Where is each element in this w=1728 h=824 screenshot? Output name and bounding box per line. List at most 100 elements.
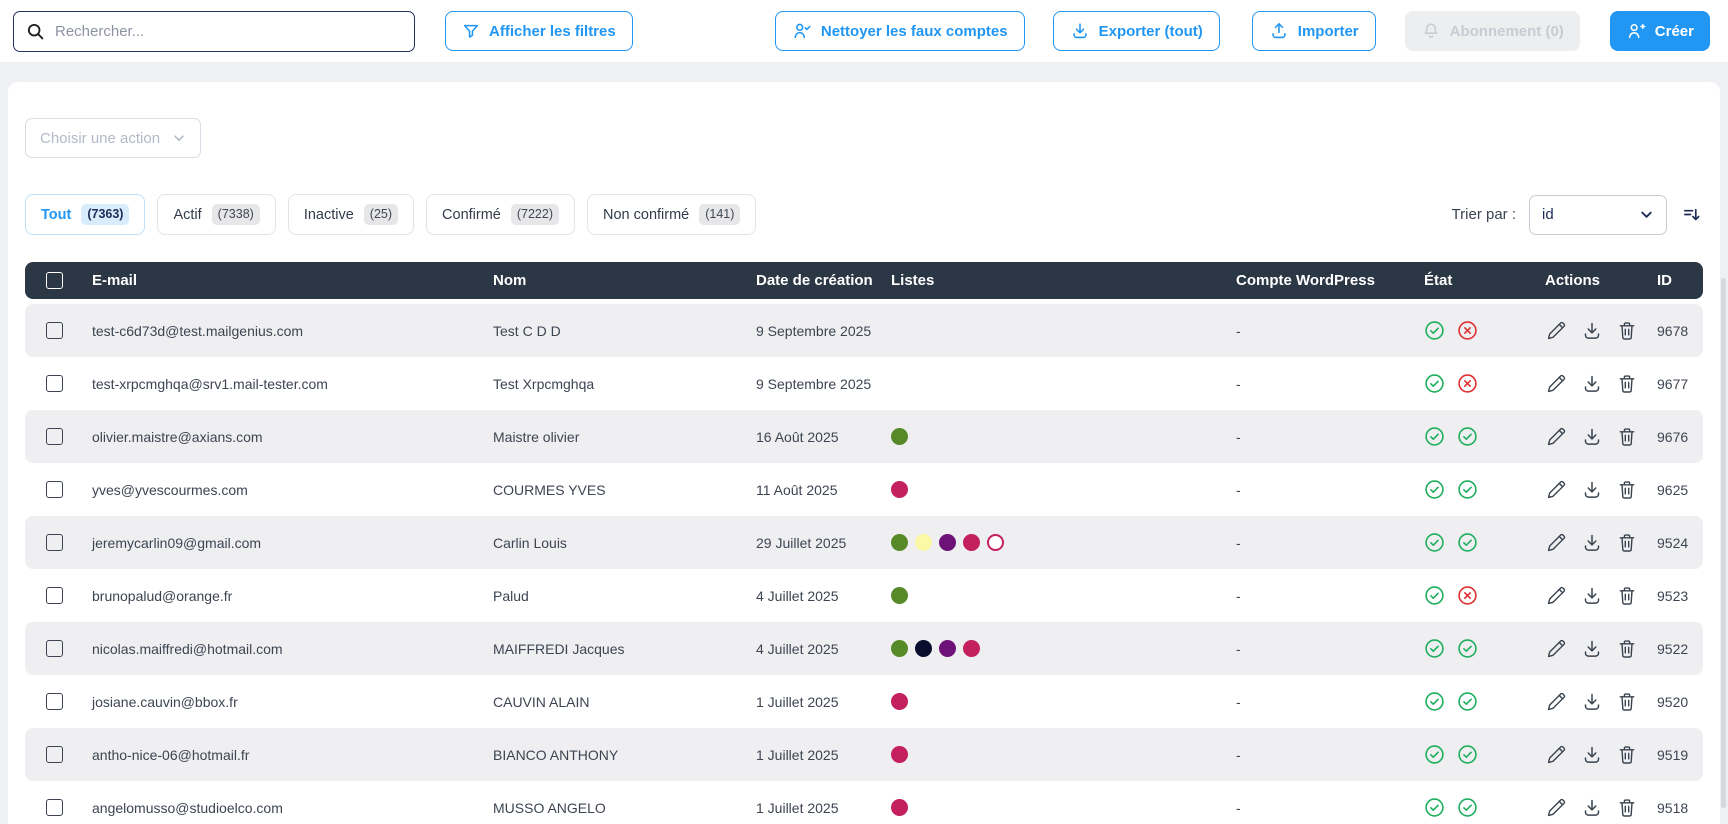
tab-label: Tout xyxy=(41,206,72,223)
download-button[interactable] xyxy=(1581,320,1603,342)
row-checkbox[interactable] xyxy=(45,746,63,763)
edit-icon xyxy=(1547,427,1566,446)
search-input[interactable] xyxy=(55,22,402,40)
sort-label: Trier par : xyxy=(1451,206,1516,223)
email-cell: brunopalud@orange.fr xyxy=(92,587,233,604)
delete-button[interactable] xyxy=(1616,373,1638,395)
email-cell: nicolas.maiffredi@hotmail.com xyxy=(92,640,283,657)
sort-direction-button[interactable] xyxy=(1680,203,1703,226)
status-check-icon xyxy=(1458,745,1477,764)
download-button[interactable] xyxy=(1581,585,1603,607)
status-check-icon xyxy=(1458,427,1477,446)
delete-button[interactable] xyxy=(1616,797,1638,819)
search-box[interactable] xyxy=(13,10,415,52)
delete-button[interactable] xyxy=(1616,744,1638,766)
edit-button[interactable] xyxy=(1545,478,1568,501)
actions-cell xyxy=(1545,637,1657,660)
download-button[interactable] xyxy=(1581,691,1603,713)
status-check-icon xyxy=(1425,745,1444,764)
download-button[interactable] xyxy=(1581,426,1603,448)
delete-button[interactable] xyxy=(1616,320,1638,342)
trash-icon xyxy=(1619,427,1635,446)
date-cell: 1 Juillet 2025 xyxy=(756,693,839,710)
row-checkbox[interactable] xyxy=(45,640,63,657)
row-checkbox[interactable] xyxy=(45,375,63,392)
state-cell xyxy=(1424,585,1545,606)
edit-button[interactable] xyxy=(1545,584,1568,607)
header-actions: Actions xyxy=(1545,272,1601,289)
download-button[interactable] xyxy=(1581,373,1603,395)
row-checkbox[interactable] xyxy=(45,481,63,498)
filter-tab-confirmé[interactable]: Confirmé (7222) xyxy=(426,194,575,235)
edit-button[interactable] xyxy=(1545,796,1568,819)
select-all-checkbox[interactable] xyxy=(45,272,63,289)
edit-button[interactable] xyxy=(1545,425,1568,448)
email-cell: antho-nice-06@hotmail.fr xyxy=(92,746,250,763)
filter-tab-tout[interactable]: Tout (7363) xyxy=(25,194,146,235)
table-body: test-c6d73d@test.mailgenius.com Test C D … xyxy=(25,304,1703,824)
status-check-icon xyxy=(1425,480,1444,499)
id-cell: 9518 xyxy=(1657,799,1689,816)
delete-button[interactable] xyxy=(1616,532,1638,554)
list-dot-outline xyxy=(987,534,1004,551)
show-filters-button[interactable]: Afficher les filtres xyxy=(445,11,633,51)
download-button[interactable] xyxy=(1581,479,1603,501)
row-checkbox[interactable] xyxy=(45,799,63,816)
lists-cell xyxy=(891,587,1236,604)
vertical-scrollbar[interactable] xyxy=(1721,278,1726,808)
wordpress-cell: - xyxy=(1236,322,1241,339)
edit-button[interactable] xyxy=(1545,743,1568,766)
edit-button[interactable] xyxy=(1545,531,1568,554)
status-cross-icon xyxy=(1458,374,1477,393)
clean-fake-accounts-button[interactable]: Nettoyer les faux comptes xyxy=(774,11,1025,51)
header-state: État xyxy=(1424,272,1453,289)
export-button[interactable]: Exporter (tout) xyxy=(1052,11,1220,51)
subscription-button[interactable]: Abonnement (0) xyxy=(1404,11,1580,51)
filter-tab-actif[interactable]: Actif (7338) xyxy=(157,194,276,235)
sort-select[interactable]: id xyxy=(1529,194,1667,235)
tab-count-badge: (25) xyxy=(363,204,399,225)
delete-button[interactable] xyxy=(1616,426,1638,448)
filter-tab-inactive[interactable]: Inactive (25) xyxy=(287,194,415,235)
delete-button[interactable] xyxy=(1616,638,1638,660)
delete-button[interactable] xyxy=(1616,691,1638,713)
name-cell: CAUVIN ALAIN xyxy=(493,693,590,710)
download-button[interactable] xyxy=(1581,532,1603,554)
list-dot-pink xyxy=(963,534,980,551)
state-cell xyxy=(1424,532,1545,553)
edit-button[interactable] xyxy=(1545,637,1568,660)
download-icon xyxy=(1584,481,1600,498)
list-dot-pink xyxy=(963,640,980,657)
edit-button[interactable] xyxy=(1545,372,1568,395)
status-check-icon xyxy=(1458,692,1477,711)
row-checkbox[interactable] xyxy=(45,587,63,604)
table-row: test-xrpcmghqa@srv1.mail-tester.com Test … xyxy=(25,357,1703,410)
row-checkbox[interactable] xyxy=(45,322,63,339)
download-icon xyxy=(1584,534,1600,551)
download-button[interactable] xyxy=(1581,797,1603,819)
edit-button[interactable] xyxy=(1545,319,1568,342)
download-button[interactable] xyxy=(1581,744,1603,766)
row-checkbox[interactable] xyxy=(45,534,63,551)
row-checkbox[interactable] xyxy=(45,428,63,445)
trash-icon xyxy=(1619,480,1635,499)
tab-count-badge: (7338) xyxy=(211,204,260,225)
filter-tab-non-confirmé[interactable]: Non confirmé (141) xyxy=(587,194,757,235)
chevron-down-icon xyxy=(174,135,184,141)
name-cell: Palud xyxy=(493,587,529,604)
id-cell: 9677 xyxy=(1657,375,1689,392)
delete-button[interactable] xyxy=(1616,479,1638,501)
edit-button[interactable] xyxy=(1545,690,1568,713)
row-checkbox[interactable] xyxy=(45,693,63,710)
list-dot-pink xyxy=(891,799,908,816)
create-button[interactable]: Créer xyxy=(1609,11,1710,51)
import-button[interactable]: Importer xyxy=(1251,11,1376,51)
bulk-action-select[interactable]: Choisir une action xyxy=(25,118,201,158)
header-id: ID xyxy=(1657,272,1672,289)
download-button[interactable] xyxy=(1581,638,1603,660)
status-check-icon xyxy=(1425,533,1444,552)
actions-cell xyxy=(1545,690,1657,713)
delete-button[interactable] xyxy=(1616,585,1638,607)
id-cell: 9524 xyxy=(1657,534,1689,551)
subscribers-table: E-mail Nom Date de création Listes Compt… xyxy=(17,262,1711,824)
